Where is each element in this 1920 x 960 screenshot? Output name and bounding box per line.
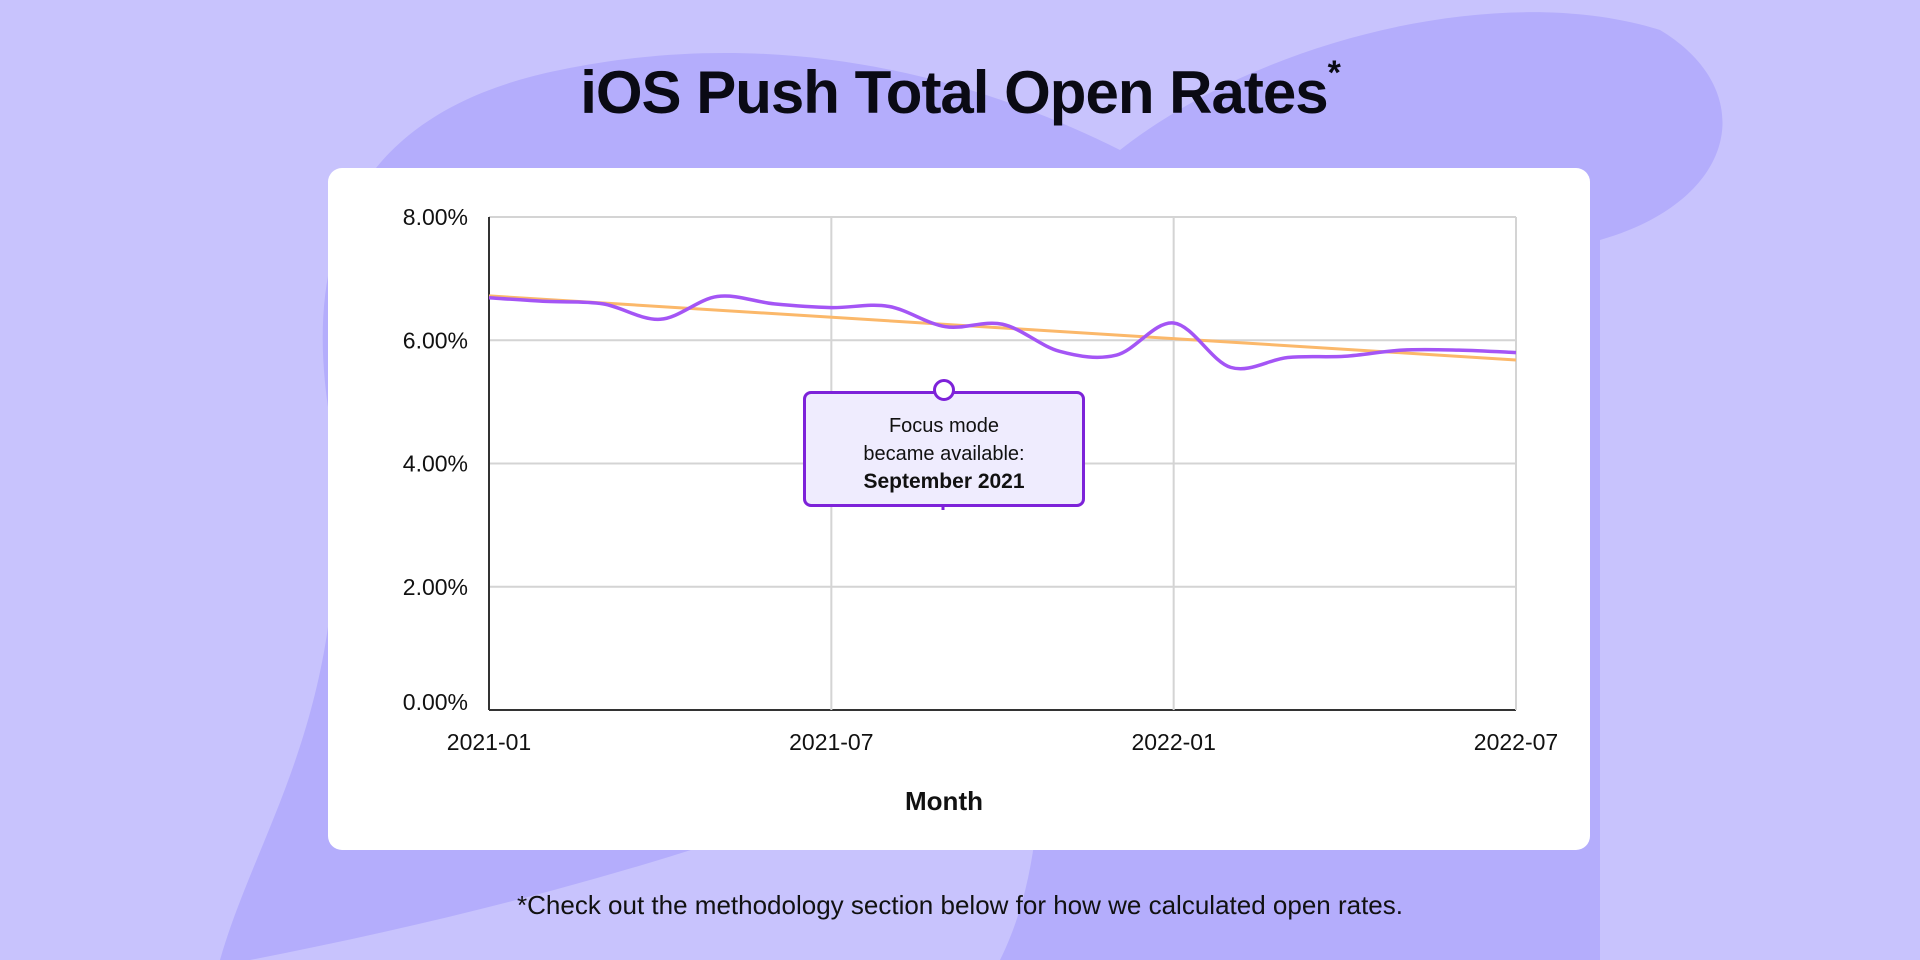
- callout-line-3: September 2021: [863, 470, 1025, 493]
- trend-line: [488, 294, 1517, 362]
- chart-card: 0.00% 2.00% 4.00% 6.00% 8.00% 2021-01 2021-07 2…: [328, 168, 1590, 850]
- callout-anchor-circle: [933, 379, 955, 401]
- x-tick-label: 2021-01: [447, 729, 531, 755]
- x-tick-label: 2021-07: [789, 729, 873, 755]
- y-tick-label: 6.00%: [403, 327, 468, 353]
- title-asterisk: *: [1327, 54, 1341, 92]
- x-tick-label: 2022-01: [1131, 729, 1215, 755]
- footnote: *Check out the methodology section below…: [517, 890, 1403, 920]
- x-axis-label: Month: [905, 786, 983, 816]
- y-tick-label: 4.00%: [403, 451, 468, 477]
- y-tick-label: 8.00%: [403, 204, 468, 230]
- callout-line-1: Focus mode: [888, 415, 1000, 437]
- x-tick-label: 2022-07: [1474, 729, 1558, 755]
- annotation-callout: Focus mode became available: September 2…: [803, 391, 1085, 507]
- title-text: iOS Push Total Open Rates: [580, 59, 1328, 126]
- page-title: iOS Push Total Open Rates*: [0, 54, 1920, 127]
- y-tick-label: 2.00%: [403, 574, 468, 600]
- y-tick-label: 0.00%: [403, 689, 468, 715]
- callout-line-2: became available:: [863, 443, 1025, 465]
- line-chart: 0.00% 2.00% 4.00% 6.00% 8.00% 2021-01 2021-07 2…: [403, 204, 1558, 816]
